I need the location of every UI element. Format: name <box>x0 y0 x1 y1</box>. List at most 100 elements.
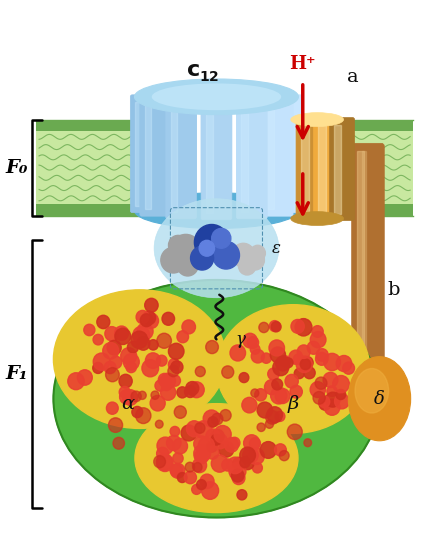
Circle shape <box>77 370 92 385</box>
Circle shape <box>150 395 165 411</box>
Circle shape <box>157 437 173 454</box>
Circle shape <box>194 423 204 434</box>
Circle shape <box>194 224 228 260</box>
Circle shape <box>289 385 302 398</box>
Circle shape <box>275 356 289 371</box>
Circle shape <box>205 341 218 354</box>
Circle shape <box>296 345 309 359</box>
Circle shape <box>68 373 84 390</box>
Circle shape <box>283 358 293 368</box>
Ellipse shape <box>290 112 343 127</box>
Circle shape <box>104 361 116 373</box>
Circle shape <box>170 463 184 478</box>
Ellipse shape <box>354 369 388 413</box>
Circle shape <box>272 359 288 376</box>
FancyBboxPatch shape <box>139 95 170 216</box>
Circle shape <box>238 257 255 275</box>
Circle shape <box>322 372 337 388</box>
Circle shape <box>274 444 286 456</box>
Circle shape <box>214 425 230 443</box>
Circle shape <box>199 240 214 256</box>
Circle shape <box>250 245 265 261</box>
Circle shape <box>160 384 175 400</box>
Circle shape <box>265 420 273 428</box>
Circle shape <box>252 463 262 473</box>
Circle shape <box>145 353 160 369</box>
Circle shape <box>192 458 206 473</box>
Circle shape <box>197 453 207 464</box>
Circle shape <box>264 379 279 395</box>
Text: H⁺: H⁺ <box>289 55 316 73</box>
Ellipse shape <box>53 290 226 429</box>
Circle shape <box>210 429 224 443</box>
Ellipse shape <box>290 212 343 225</box>
Circle shape <box>296 356 312 372</box>
Circle shape <box>155 380 165 391</box>
Circle shape <box>192 462 201 472</box>
Circle shape <box>136 337 149 350</box>
Bar <box>300 124 308 213</box>
Circle shape <box>148 340 158 350</box>
Circle shape <box>155 420 163 428</box>
Circle shape <box>181 320 195 334</box>
FancyBboxPatch shape <box>236 95 266 219</box>
Circle shape <box>194 450 205 462</box>
FancyBboxPatch shape <box>236 95 266 219</box>
Circle shape <box>237 490 247 500</box>
Ellipse shape <box>135 403 297 513</box>
Circle shape <box>239 447 255 463</box>
Circle shape <box>301 357 312 369</box>
Circle shape <box>114 326 128 340</box>
Text: F₁: F₁ <box>5 365 27 383</box>
Circle shape <box>240 456 253 470</box>
Circle shape <box>243 435 259 452</box>
Bar <box>205 102 212 213</box>
Circle shape <box>156 454 173 472</box>
Circle shape <box>186 249 204 267</box>
Circle shape <box>161 312 174 325</box>
Circle shape <box>156 355 167 366</box>
Circle shape <box>224 437 238 452</box>
Circle shape <box>251 349 264 363</box>
Circle shape <box>309 331 325 348</box>
Circle shape <box>126 362 136 372</box>
Circle shape <box>288 350 302 364</box>
Circle shape <box>102 342 118 359</box>
Circle shape <box>174 406 186 418</box>
Circle shape <box>311 325 322 337</box>
Circle shape <box>309 382 325 397</box>
Bar <box>331 131 412 204</box>
Circle shape <box>106 402 118 414</box>
Bar <box>317 124 325 213</box>
Circle shape <box>207 442 217 452</box>
Circle shape <box>177 331 188 343</box>
Bar <box>241 102 247 212</box>
Circle shape <box>127 341 138 353</box>
Circle shape <box>231 469 243 482</box>
Circle shape <box>184 386 195 397</box>
Bar <box>144 102 151 209</box>
Circle shape <box>170 426 179 436</box>
Circle shape <box>335 355 351 371</box>
Bar <box>170 102 177 212</box>
Circle shape <box>228 462 245 480</box>
Circle shape <box>158 373 171 386</box>
Bar <box>362 151 365 389</box>
Circle shape <box>239 458 249 468</box>
Circle shape <box>105 367 119 382</box>
FancyBboxPatch shape <box>165 95 196 219</box>
Circle shape <box>210 434 221 445</box>
Circle shape <box>229 437 240 448</box>
Circle shape <box>230 345 245 361</box>
Ellipse shape <box>53 280 378 518</box>
Circle shape <box>269 321 279 331</box>
Circle shape <box>248 448 264 465</box>
Circle shape <box>275 388 289 403</box>
Circle shape <box>123 354 139 370</box>
Circle shape <box>286 424 302 440</box>
Ellipse shape <box>348 357 410 441</box>
Circle shape <box>250 389 258 397</box>
Bar <box>241 102 247 212</box>
Circle shape <box>256 402 272 418</box>
Circle shape <box>159 375 171 387</box>
